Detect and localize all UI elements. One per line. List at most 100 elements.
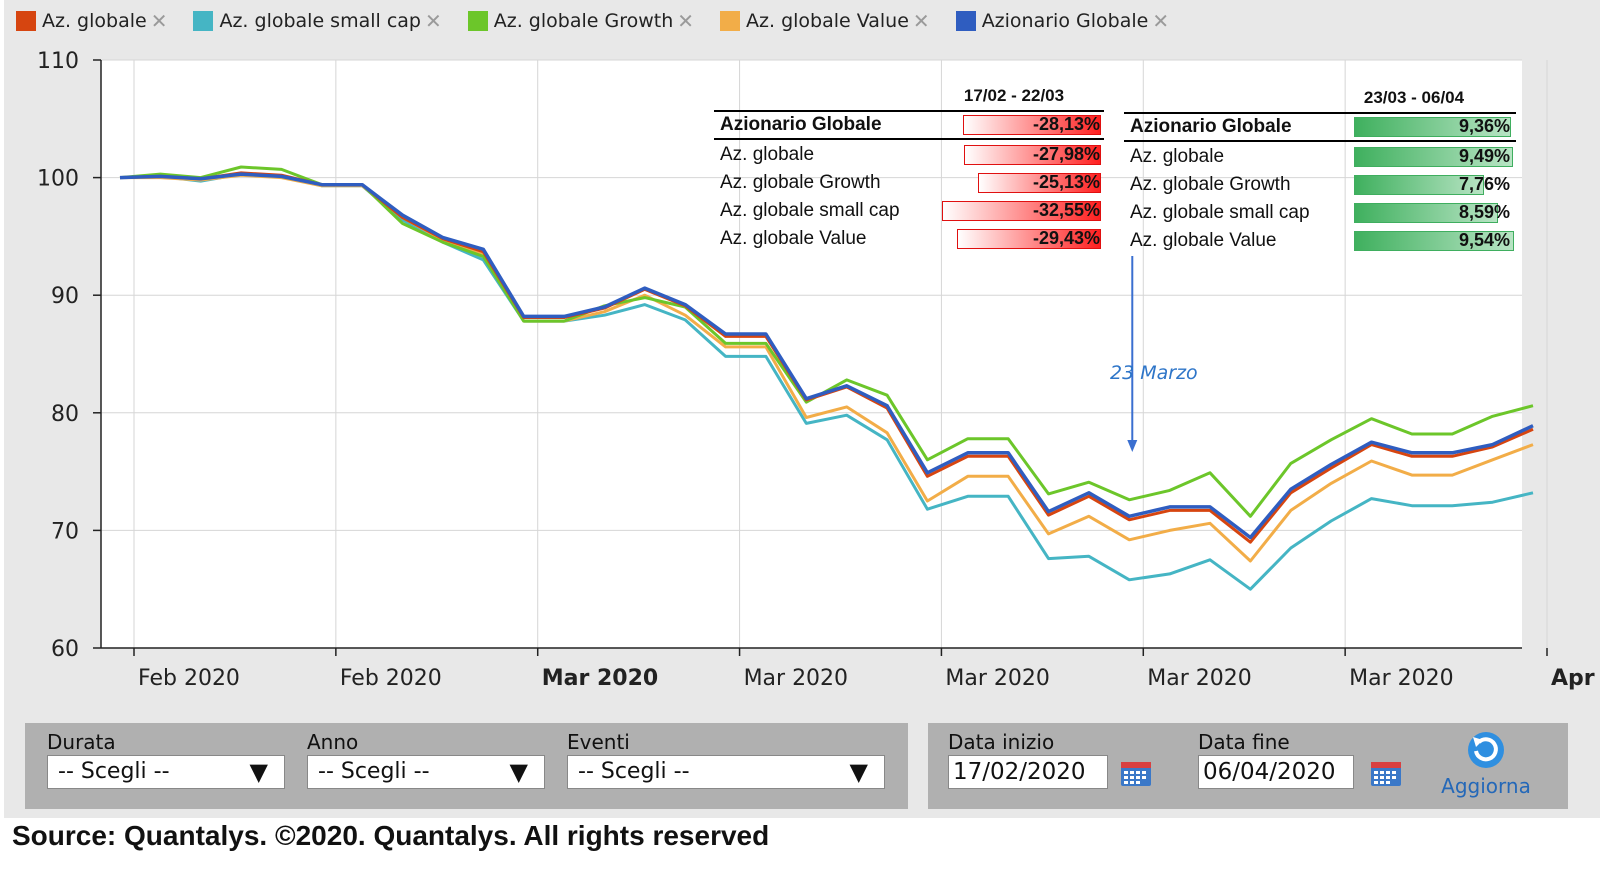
legend-swatch: [955, 11, 976, 31]
legend-swatch: [193, 11, 214, 31]
legend-item[interactable]: Az. globale Value ✕: [720, 10, 930, 32]
remove-series-icon[interactable]: ✕: [912, 9, 930, 33]
data-inizio-label: Data inizio: [948, 730, 1055, 754]
legend-label: Az. globale: [42, 10, 147, 32]
dropdown-arrow-icon: ▼: [249, 758, 268, 786]
legend-item[interactable]: Az. globale Growth ✕: [467, 9, 695, 33]
durata-select-value: -- Scegli --: [58, 759, 170, 784]
fund-name: Az. globale Growth: [1130, 174, 1291, 195]
data-fine-label: Data fine: [1198, 730, 1290, 754]
remove-series-icon[interactable]: ✕: [424, 9, 442, 33]
dropdown-arrow-icon: ▼: [849, 758, 868, 786]
remove-series-icon[interactable]: ✕: [677, 9, 695, 33]
data-inizio-input[interactable]: 17/02/2020: [948, 755, 1108, 789]
legend-label: Azionario Globale: [981, 10, 1149, 32]
fund-name: Az. globale small cap: [720, 200, 900, 221]
remove-series-icon[interactable]: ✕: [150, 9, 168, 33]
durata-select[interactable]: -- Scegli -- ▼: [47, 755, 285, 789]
y-tick-label: 90: [51, 284, 79, 309]
table-rule: [714, 138, 1104, 140]
table-row: Az. globale Growth 7,76%: [1124, 172, 1516, 198]
legend-label: Az. globale Value: [746, 10, 909, 32]
performance-bar: [1354, 231, 1515, 251]
fund-name: Az. globale small cap: [1130, 202, 1310, 223]
annotation-arrowhead: [1127, 440, 1138, 452]
y-tick-label: 80: [51, 402, 79, 427]
performance-table-recovery: 23/03 - 06/04 Azionario Globale 9,36% Az. g…: [1124, 88, 1516, 258]
fund-name: Azionario Globale: [1130, 116, 1292, 137]
table-row: Az. globale Value -29,43%: [714, 226, 1104, 252]
table-row: Azionario Globale -28,13%: [714, 112, 1104, 138]
x-tick-label: Mar 2020: [945, 666, 1050, 691]
y-tick-label: 110: [37, 49, 79, 74]
performance-bar: [963, 115, 1101, 135]
eventi-select[interactable]: -- Scegli -- ▼: [567, 755, 885, 789]
performance-bar: [1354, 203, 1499, 223]
performance-bar: [963, 145, 1101, 165]
table-rule: [714, 110, 1104, 112]
x-tick-label: Mar 2020: [1147, 666, 1252, 691]
performance-value: -29,43%: [1032, 228, 1100, 248]
legend: Az. globale ✕ Az. globale small cap ✕ Az. gl…: [16, 4, 1195, 38]
dropdown-arrow-icon: ▼: [509, 758, 528, 786]
table-row: Az. globale -27,98%: [714, 142, 1104, 168]
date-panel: Data inizio 17/02/2020 Data fine 06/04/2…: [928, 723, 1568, 809]
line-chart: 110 100 90 80 70 60 Feb 2020 Feb 2020 Mar 2020 Ma…: [37, 49, 1595, 691]
annotation-label: 23 Marzo: [1110, 362, 1198, 384]
performance-bar: [1354, 117, 1512, 137]
table-rule: [1124, 140, 1516, 142]
performance-value: 9,49%: [1458, 146, 1510, 166]
performance-value: 7,76%: [1458, 174, 1510, 194]
performance-value: -32,55%: [1032, 200, 1100, 220]
legend-item[interactable]: Az. globale small cap ✕: [193, 9, 442, 33]
performance-value: 9,36%: [1458, 116, 1510, 136]
legend-swatch: [720, 11, 741, 31]
performance-value: 9,54%: [1458, 230, 1510, 250]
source-note: Source: Quantalys. ©2020. Quantalys. All…: [12, 820, 770, 851]
remove-series-icon[interactable]: ✕: [1152, 9, 1170, 33]
performance-bar: [956, 229, 1101, 249]
table-row: Azionario Globale 9,36%: [1124, 114, 1516, 140]
performance-value: -28,13%: [1032, 114, 1100, 134]
plot-area: [101, 60, 1522, 648]
legend-swatch: [16, 11, 36, 31]
period-label: 17/02 - 22/03: [963, 86, 1065, 105]
fund-name: Az. globale: [720, 144, 815, 165]
table-row: Az. globale small cap 8,59%: [1124, 200, 1516, 226]
x-tick-label: Apr: [1551, 666, 1595, 691]
x-tick-label: Mar 2020: [1349, 666, 1454, 691]
anno-select[interactable]: -- Scegli -- ▼: [307, 755, 545, 789]
fund-name: Az. globale: [1130, 146, 1225, 167]
refresh-button[interactable]: Aggiorna: [1432, 728, 1540, 804]
legend-label: Az. globale Growth: [493, 10, 674, 32]
fund-name: Az. globale Value: [720, 228, 867, 249]
legend-item[interactable]: Azionario Globale ✕: [955, 9, 1170, 33]
filter-panel: Durata -- Scegli -- ▼ Anno -- Scegli -- …: [25, 723, 908, 809]
table-row: Az. globale 9,49%: [1124, 144, 1516, 170]
data-fine-input[interactable]: 06/04/2020: [1198, 755, 1354, 789]
y-tick-label: 100: [37, 167, 79, 192]
eventi-label: Eventi: [567, 730, 630, 754]
table-rule: [1124, 112, 1516, 114]
performance-bar: [941, 201, 1101, 221]
anno-select-value: -- Scegli --: [318, 759, 430, 784]
fund-name: Azionario Globale: [720, 114, 882, 135]
x-tick-label: Feb 2020: [138, 666, 240, 691]
anno-label: Anno: [307, 730, 359, 754]
x-tick-label: Mar 2020: [744, 666, 849, 691]
performance-bar: [1354, 147, 1514, 167]
table-row: Az. globale Value 9,54%: [1124, 228, 1516, 254]
performance-value: -27,98%: [1032, 144, 1100, 164]
performance-bar: [1354, 175, 1485, 195]
x-tick-label: Feb 2020: [340, 666, 442, 691]
legend-item[interactable]: Az. globale ✕: [16, 10, 167, 32]
table-row: Az. globale small cap -32,55%: [714, 198, 1104, 224]
fund-name: Az. globale Growth: [720, 172, 881, 193]
refresh-icon: [1468, 732, 1504, 768]
calendar-icon[interactable]: [1120, 761, 1152, 787]
performance-value: -25,13%: [1032, 172, 1100, 192]
calendar-icon[interactable]: [1370, 761, 1402, 787]
y-tick-label: 70: [51, 519, 79, 544]
x-tick-label: Mar 2020: [542, 666, 658, 691]
refresh-label: Aggiorna: [1441, 774, 1531, 798]
